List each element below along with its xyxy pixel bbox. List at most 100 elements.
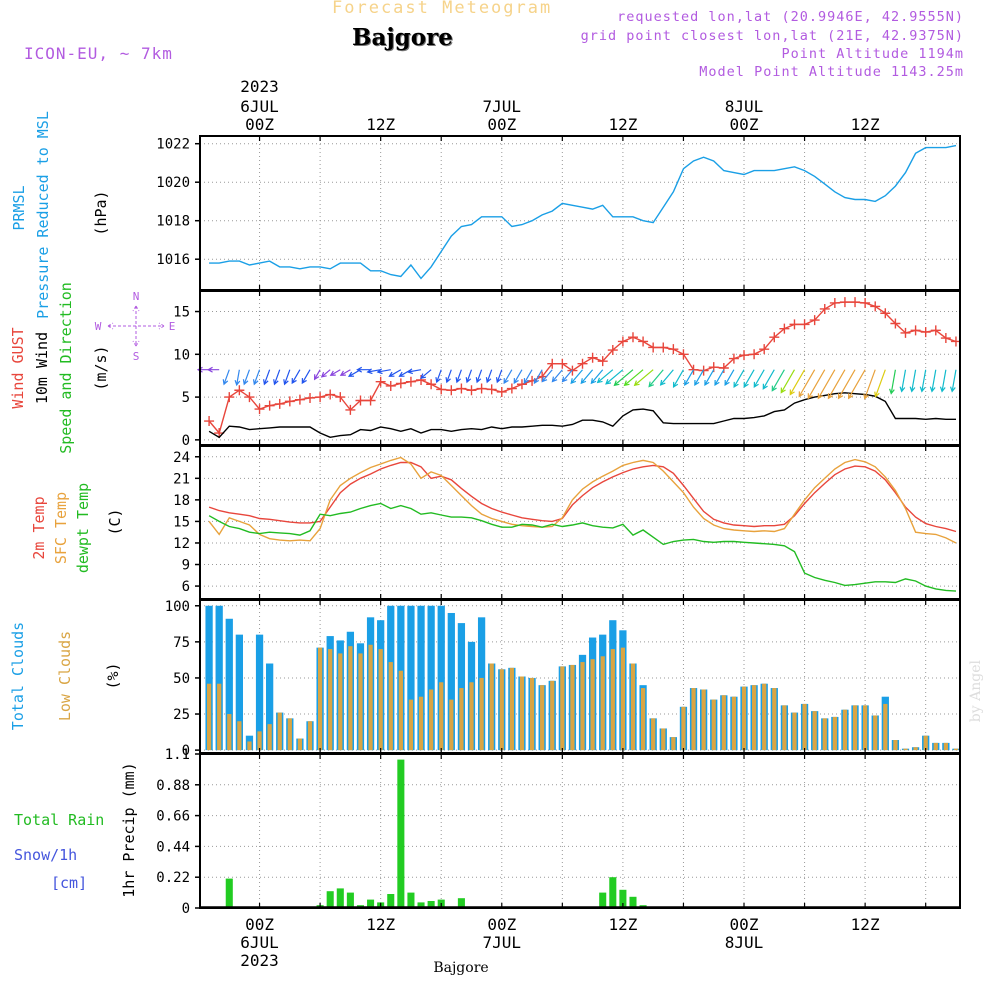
gust-marker: [688, 364, 699, 375]
gust-marker: [446, 385, 457, 396]
top-time-label: 12Z: [366, 115, 395, 134]
bar-primary: [457, 623, 466, 751]
bar-secondary: [691, 688, 696, 751]
y-tick-label: 100: [165, 599, 190, 615]
bar-secondary: [832, 716, 837, 751]
gust-marker: [617, 336, 628, 347]
wind-direction-arrow: [613, 369, 634, 387]
bar-secondary: [721, 695, 726, 751]
gust-marker: [930, 325, 941, 336]
bar-secondary: [661, 728, 666, 751]
bar-secondary: [469, 682, 474, 751]
wind-direction-arrow: [694, 369, 705, 387]
series-line-prmsl: [209, 144, 957, 280]
wind-direction-arrow: [789, 369, 806, 396]
bar-secondary: [287, 718, 292, 751]
bar-primary: [205, 605, 213, 751]
wind-direction-arrow: [633, 369, 654, 387]
wind-direction-arrow: [222, 369, 230, 386]
gust-marker: [335, 392, 346, 403]
bar-secondary: [711, 699, 716, 751]
bar-secondary: [489, 663, 494, 751]
bar-secondary: [348, 646, 353, 751]
top-time-label: 12Z: [608, 115, 637, 134]
top-time-label: 7JUL: [483, 97, 522, 116]
y-tick-label: 15: [173, 305, 190, 321]
y-tick-label: 10: [173, 347, 190, 363]
bar-secondary: [681, 706, 686, 751]
wind-direction-arrow: [329, 369, 341, 376]
bar-primary: [619, 889, 627, 908]
y-tick-label: 21: [173, 471, 190, 487]
snow-unit-label: [cm]: [51, 874, 87, 892]
wind-direction-arrow: [733, 369, 745, 388]
bar-primary: [346, 892, 354, 908]
gust-marker: [577, 358, 588, 369]
wind-direction-arrow: [570, 369, 583, 385]
bar-secondary: [883, 703, 888, 751]
bar-primary: [407, 605, 415, 751]
wind-direction-arrow: [252, 369, 261, 386]
wind-direction-arrow: [273, 369, 281, 386]
bottom-time-label: 8JUL: [725, 933, 764, 952]
wind-direction-arrow: [475, 369, 483, 384]
wind-direction-arrow: [684, 369, 695, 387]
wind-direction-arrow: [771, 369, 785, 392]
bar-secondary: [358, 653, 363, 751]
bar-secondary: [398, 670, 403, 751]
gust-marker: [870, 301, 881, 312]
bar-secondary: [519, 676, 525, 751]
wind-direction-arrow: [827, 369, 846, 400]
meteogram-title: Forecast Meteogram: [332, 0, 553, 18]
gust-marker: [365, 395, 376, 406]
wind-direction-arrow: [561, 369, 573, 383]
bottom-time-label: 6JUL: [240, 933, 279, 952]
gust-marker: [204, 416, 215, 427]
bar-secondary: [459, 688, 464, 751]
gust-marker: [395, 378, 406, 389]
wind-direction-arrow: [406, 368, 422, 375]
bottom-time-label: 12Z: [608, 915, 637, 934]
wind-direction-arrow: [605, 369, 624, 385]
wind-direction-arrow: [313, 369, 321, 381]
series-line-10m-wind: [208, 392, 956, 439]
wind-direction-arrow: [743, 369, 755, 388]
wind-direction-arrow: [919, 369, 927, 393]
gust-marker: [466, 385, 477, 396]
temperature-label: SFC Temp: [52, 492, 70, 564]
snow-label: Snow/1h: [14, 846, 77, 864]
bottom-time-label: 2023: [240, 951, 279, 970]
grid-point-coordinates: grid point closest lon,lat (21E, 42.9375…: [580, 28, 964, 44]
clouds-label: Total Clouds: [9, 622, 27, 730]
bar-secondary: [913, 747, 918, 751]
bar-secondary: [499, 669, 504, 751]
top-year-label: 2023: [240, 77, 279, 96]
gust-marker: [728, 353, 739, 364]
bar-secondary: [600, 656, 605, 751]
bar-secondary: [842, 709, 848, 751]
bar-primary: [266, 663, 274, 751]
bar-secondary: [449, 699, 454, 751]
gust-marker: [416, 374, 427, 385]
wind-direction-arrow: [523, 369, 533, 385]
gust-marker: [940, 333, 951, 344]
pressure-unit-label: (hPa): [92, 190, 110, 235]
gust-marker: [739, 350, 750, 361]
gust-marker: [506, 383, 517, 394]
wind-direction-arrow: [420, 369, 432, 380]
gust-marker: [315, 392, 326, 403]
clouds-unit-label: (%): [104, 662, 122, 689]
bar-secondary: [580, 662, 585, 751]
wind-direction-arrow: [339, 369, 351, 376]
gust-marker: [436, 384, 447, 395]
bar-secondary: [620, 647, 626, 751]
wind-direction-arrow: [435, 369, 442, 384]
y-tick-label: 0: [182, 901, 190, 917]
y-tick-label: 0.88: [156, 778, 190, 794]
gust-marker: [355, 395, 366, 406]
gust-marker: [516, 379, 527, 390]
bar-primary: [457, 898, 465, 908]
temperature-unit-label: (C): [106, 508, 124, 535]
